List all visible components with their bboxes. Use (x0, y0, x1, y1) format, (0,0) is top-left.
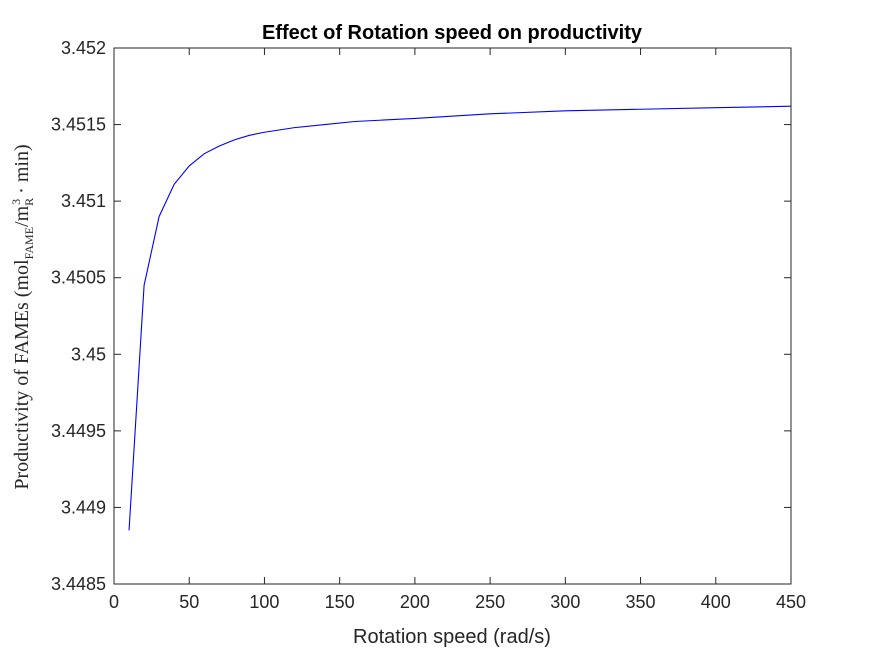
x-tick-label: 150 (325, 592, 355, 612)
axes-frame (113, 47, 792, 585)
y-tick-label: 3.4485 (51, 574, 106, 594)
y-axis-label: Productivity of FAMEs (molFAME/mR3 · min… (9, 144, 36, 489)
x-tick-label: 50 (179, 592, 199, 612)
x-tick-label: 300 (550, 592, 580, 612)
x-tick-label: 100 (249, 592, 279, 612)
ticks-layer: 0 50 100 150 200 250 300 350 400 450 3.4485 3.449 3.… (51, 38, 806, 612)
y-axis-label-suffix: · min) (11, 144, 33, 198)
x-tick-label: 200 (400, 592, 430, 612)
axes-box (113, 47, 792, 585)
x-tick-label: 0 (109, 592, 119, 612)
plot-area (114, 48, 791, 584)
y-axis-label-subscript-r: R (22, 198, 36, 206)
y-tick-label: 3.4495 (51, 421, 106, 441)
y-tick-label: 3.45 (71, 344, 106, 364)
series-line-1 (128, 105, 792, 531)
y-tick-label: 3.452 (61, 38, 106, 58)
y-tick-label: 3.4505 (51, 268, 106, 288)
y-tick-label: 3.451 (61, 191, 106, 211)
y-tick-label: 3.4515 (51, 115, 106, 135)
x-axis-label: Rotation speed (rad/s) (353, 626, 551, 648)
y-axis-label-prefix: Productivity of FAMEs (mol (11, 259, 33, 490)
y-axis-label-subscript-fame: FAME (22, 227, 36, 259)
y-axis-label-mid: /m (11, 205, 33, 227)
y-axis-label-superscript: 3 (9, 199, 23, 205)
x-tick-label: 250 (475, 592, 505, 612)
series-layer (128, 105, 792, 531)
x-tick-label: 350 (626, 592, 656, 612)
x-tick-label: 450 (776, 592, 806, 612)
y-tick-label: 3.449 (61, 497, 106, 517)
chart-title: Effect of Rotation speed on productivity (262, 22, 643, 44)
x-tick-label: 400 (701, 592, 731, 612)
